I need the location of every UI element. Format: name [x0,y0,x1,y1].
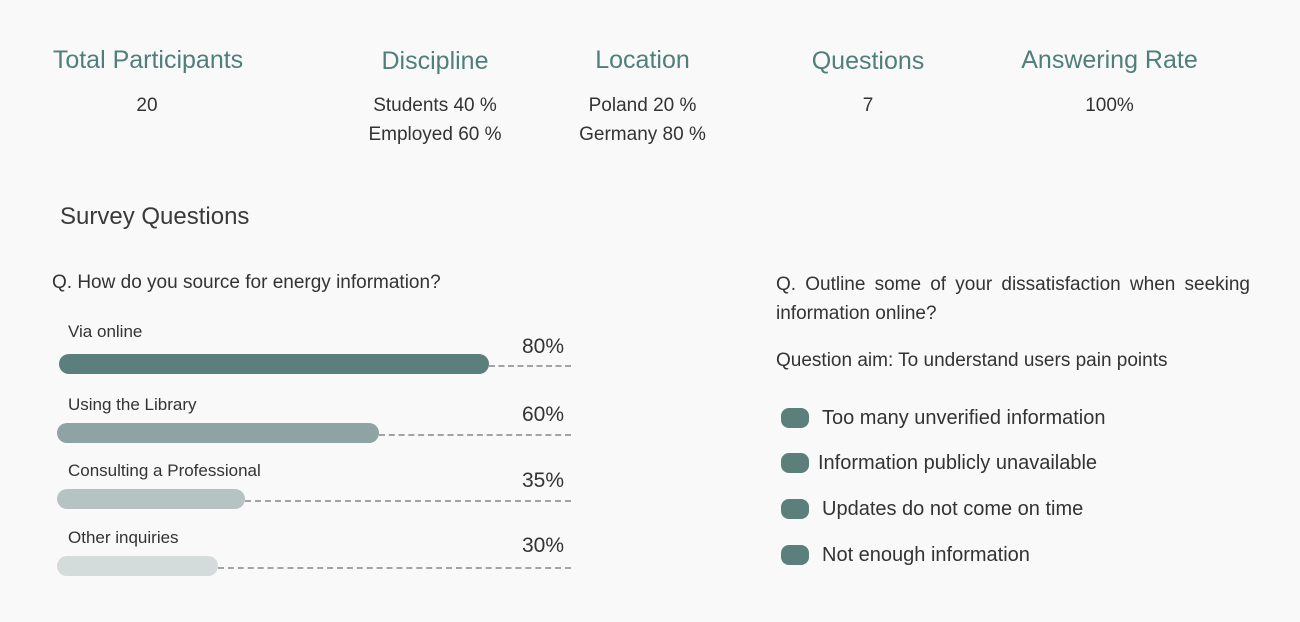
section-title: Survey Questions [60,203,250,230]
stat-questions: Questions 7 [800,47,936,120]
stat-discipline: Discipline Students 40 % Employed 60 % [335,47,535,149]
answer-row-consulting-professional: Consulting a Professional 35% [57,461,572,521]
bullet-pill-icon [781,499,809,519]
answer-label: Other inquiries [68,528,179,547]
stat-value: Germany 80 % [579,124,706,145]
stat-values: 7 [800,91,936,120]
answer-percent: 80% [521,335,564,358]
answer-bar [59,354,489,374]
answer-percent: 60% [521,403,564,426]
stat-answering-rate: Answering Rate 100% [1012,46,1207,120]
answer-bar-dash [379,434,571,436]
stat-value: Poland 20 % [588,95,697,116]
pain-point-text: Updates do not come on time [822,498,1084,520]
answer-row-other-inquiries: Other inquiries 30% [57,528,572,588]
answer-label: Via online [68,322,143,341]
pain-point-text: Too many unverified information [822,407,1106,429]
answer-bar [57,556,218,576]
answer-percent: 35% [521,469,564,492]
stat-location: Location Poland 20 % Germany 80 % [560,46,725,149]
answer-bar-dash [218,567,571,569]
stat-value: Students 40 % [373,95,497,116]
answer-percent: 30% [521,534,564,557]
stat-value: 20 [136,95,158,116]
bullet-pill-icon [781,453,809,473]
stat-title: Total Participants [52,46,244,74]
answer-bar-dash [489,365,571,367]
stat-values: Students 40 % Employed 60 % [335,91,535,149]
stat-title: Answering Rate [1021,46,1198,74]
answer-bar-dash [245,500,571,502]
stat-title: Discipline [381,47,489,75]
stat-title: Questions [811,47,925,75]
bullet-pill-icon [781,408,809,428]
stat-value: 7 [862,95,874,116]
stat-values: 100% [1012,91,1207,120]
answer-row-via-online: Via online 80% [57,322,572,382]
answer-label: Using the Library [68,395,197,414]
answer-bar [57,423,379,443]
answer-bar [57,489,245,509]
question-2-text: Q. Outline some of your dissatisfaction … [776,274,1250,324]
stat-values: Poland 20 % Germany 80 % [560,91,725,149]
answer-row-using-library: Using the Library 60% [57,395,572,455]
question-aim: Question aim: To understand users pain p… [776,350,1168,371]
pain-point-text: Not enough information [822,544,1030,566]
stat-value: 100% [1085,95,1134,116]
pain-point-text: Information publicly unavailable [818,452,1098,474]
answer-label: Consulting a Professional [68,461,261,480]
stat-total-participants: Total Participants 20 [52,46,244,120]
stat-title: Location [595,46,690,74]
bullet-pill-icon [781,545,809,565]
stat-values: 20 [52,91,244,120]
question-1-text: Q. How do you source for energy informat… [52,272,441,293]
stat-value: Employed 60 % [368,124,502,145]
